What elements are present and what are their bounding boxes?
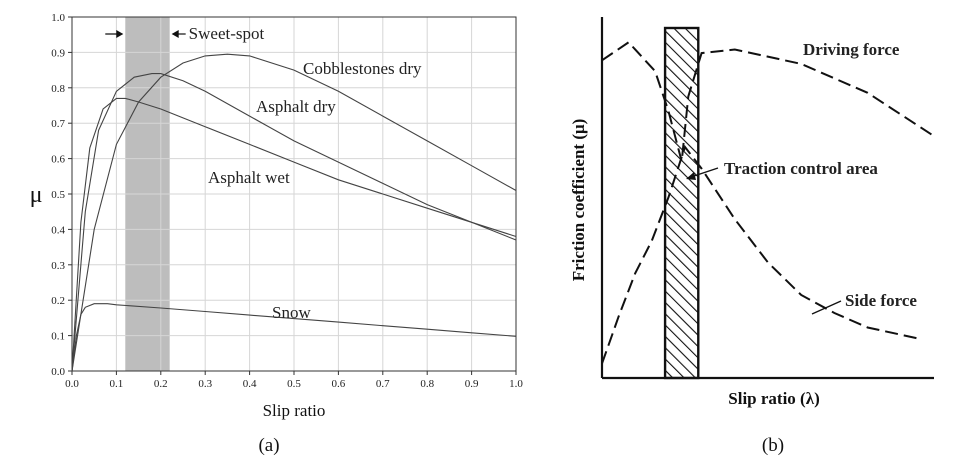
x-tick-label: 0.0 [65, 378, 79, 390]
x-tick-label: 1.0 [509, 378, 523, 390]
sweet-spot-label: Sweet-spot [189, 24, 265, 43]
y-tick-label: 0.2 [51, 295, 65, 307]
sweet-spot-left-arrow-head [116, 30, 124, 38]
series-asphalt-wet-line [71, 97, 517, 372]
y-tick-label: 0.0 [51, 366, 65, 378]
y-tick-label: 0.6 [51, 154, 65, 166]
sweet-spot-right-arrow-head [171, 30, 179, 38]
panel-b-chart: Driving force Side force Traction control … [569, 17, 935, 456]
x-tick-label: 0.4 [243, 378, 257, 390]
x-tick-label: 0.2 [154, 378, 168, 390]
y-tick-label: 0.7 [51, 118, 65, 130]
series-label-asphalt-wet: Asphalt wet [208, 168, 290, 187]
y-axis-title: μ [30, 182, 43, 208]
y-tick-label: 1.0 [51, 12, 65, 24]
traction-control-area-label: Traction control area [724, 159, 878, 178]
x-tick-label: 0.3 [198, 378, 212, 390]
series-driving-force-line [601, 40, 935, 162]
series-label-side-force: Side force [845, 291, 917, 310]
series-snow-line [71, 303, 517, 372]
series-label-snow: Snow [272, 303, 311, 322]
x-axis-title: Slip ratio (λ) [728, 389, 819, 408]
y-tick-label: 0.1 [51, 331, 65, 343]
series-label-asphalt-dry: Asphalt dry [256, 97, 336, 116]
series-label-cobblestones-dry: Cobblestones dry [303, 59, 422, 78]
x-axis-title: Slip ratio [263, 401, 326, 420]
side-force-leader [811, 300, 842, 315]
y-tick-label: 0.4 [51, 224, 65, 236]
y-tick-label: 0.8 [51, 83, 65, 95]
y-tick-label: 0.5 [51, 189, 65, 201]
traction-control-area-band [663, 26, 700, 380]
panel-a-chart: 0.0 0.1 0.2 0.3 0.4 0.5 0.6 0.7 0.8 0.9 1.0 0.0 0.1 0… [30, 12, 524, 456]
panel-label-b: (b) [762, 435, 784, 456]
series-asphalt-dry-line [71, 73, 517, 372]
series-label-driving-force: Driving force [803, 40, 900, 59]
y-tick-label: 0.3 [51, 260, 65, 272]
series-side-force-line [601, 144, 918, 364]
series-cobblestones-dry-line [71, 53, 517, 372]
y-tick-label: 0.9 [51, 47, 65, 59]
panel-label-a: (a) [258, 435, 279, 456]
x-tick-label: 0.6 [332, 378, 346, 390]
y-axis-title: Friction coefficient (μ) [569, 119, 588, 282]
x-tick-label: 0.7 [376, 378, 390, 390]
traction-label-arrowhead [686, 172, 696, 180]
x-tick-label: 0.8 [420, 378, 434, 390]
x-tick-label: 0.5 [287, 378, 301, 390]
x-tick-label: 0.1 [110, 378, 124, 390]
x-tick-label: 0.9 [465, 378, 479, 390]
